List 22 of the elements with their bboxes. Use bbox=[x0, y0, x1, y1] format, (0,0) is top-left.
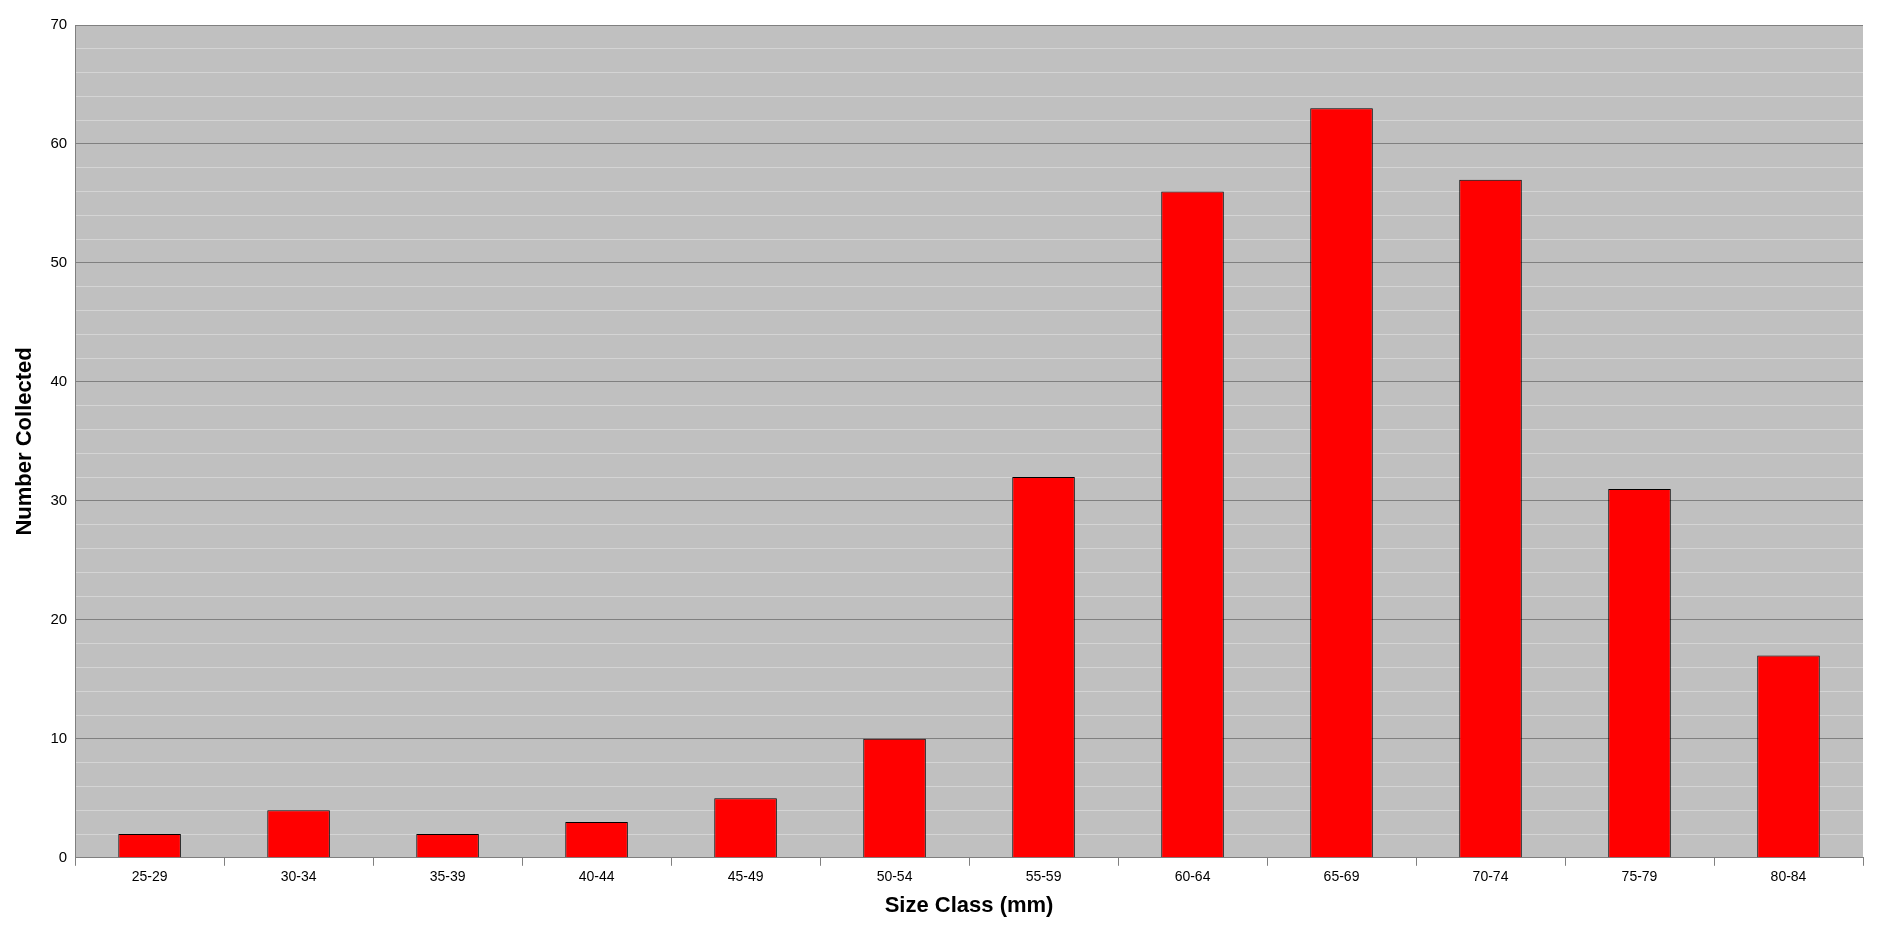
y-tick-label: 20 bbox=[50, 610, 68, 627]
x-axis-title: Size Class (mm) bbox=[884, 891, 1054, 917]
y-axis-title: Number Collected bbox=[11, 347, 37, 536]
y-tick-label: 70 bbox=[50, 15, 68, 33]
x-tick-label: 65-69 bbox=[1323, 868, 1360, 885]
x-tick-label: 45-49 bbox=[727, 868, 764, 885]
x-tick-label: 50-54 bbox=[876, 868, 913, 885]
y-tick-label: 40 bbox=[50, 372, 68, 390]
x-tick-label: 30-34 bbox=[280, 868, 317, 885]
x-tick-label: 60-64 bbox=[1174, 868, 1211, 885]
y-tick-label: 0 bbox=[58, 847, 68, 865]
x-tick-label: 70-74 bbox=[1472, 868, 1509, 885]
x-tick-label: 35-39 bbox=[429, 868, 466, 885]
y-tick-label: 50 bbox=[50, 253, 68, 271]
x-tick-label: 75-79 bbox=[1621, 868, 1658, 885]
x-tick-label: 40-44 bbox=[578, 868, 615, 885]
y-tick-label: 10 bbox=[50, 728, 68, 746]
y-tick-label: 30 bbox=[50, 491, 68, 509]
y-tick-label: 60 bbox=[50, 134, 68, 152]
x-tick-label: 25-29 bbox=[131, 868, 168, 885]
x-tick-label: 55-59 bbox=[1025, 868, 1062, 885]
x-tick-label: 80-84 bbox=[1770, 868, 1807, 885]
